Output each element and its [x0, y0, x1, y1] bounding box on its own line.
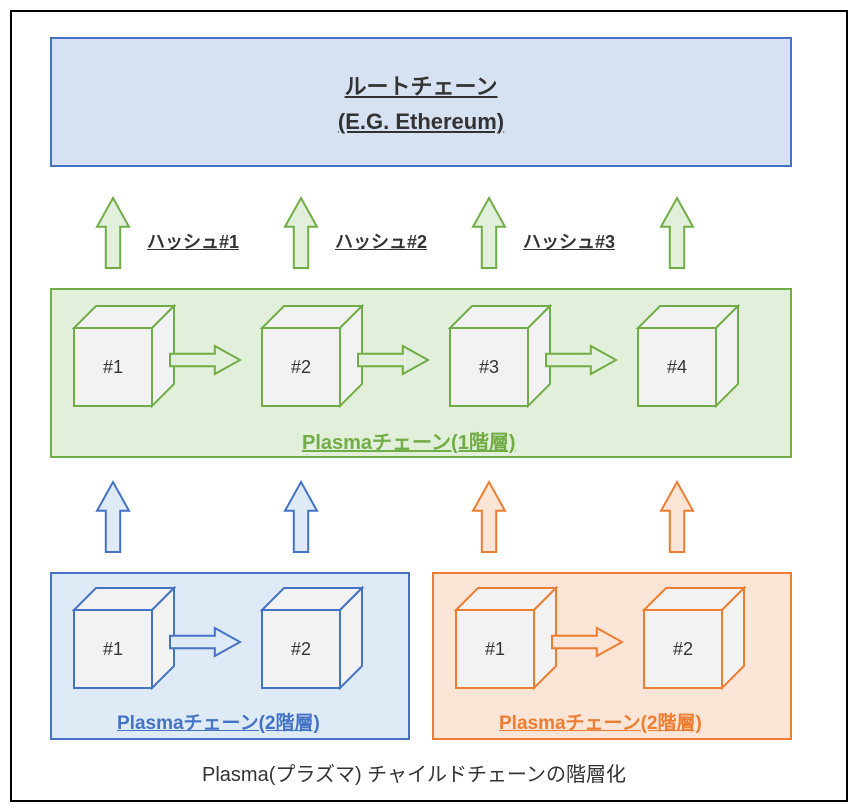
- plasma-layer1-label: Plasmaチェーン(1階層): [302, 426, 516, 455]
- root-chain-subtitle: (E.G. Ethereum): [338, 109, 504, 135]
- up-arrow-blue-2: [285, 482, 317, 552]
- hash-label-3: ハッシュ#3: [523, 228, 615, 254]
- plasma-layer2a-label: Plasmaチェーン(2階層): [117, 708, 320, 735]
- plasma1-block-1: #1: [74, 306, 174, 406]
- plasma1-arrow-2: [358, 346, 428, 374]
- svg-text:#2: #2: [291, 357, 311, 377]
- svg-text:#3: #3: [479, 357, 499, 377]
- root-chain-box: ルートチェーン (E.G. Ethereum): [50, 37, 792, 167]
- plasma-layer2b-label: Plasmaチェーン(2階層): [499, 708, 702, 735]
- plasma1-arrow-3: [546, 346, 616, 374]
- diagram-frame: ルートチェーン (E.G. Ethereum) Plasmaチェーン(1階層) …: [10, 10, 848, 802]
- svg-text:#1: #1: [103, 639, 123, 659]
- plasma2b-block-1: #1: [456, 588, 556, 688]
- plasma1-block-3: #3: [450, 306, 550, 406]
- up-arrow-green-3: [473, 198, 505, 268]
- plasma2b-block-2: #2: [644, 588, 744, 688]
- up-arrow-green-4: [661, 198, 693, 268]
- plasma2a-block-2: #2: [262, 588, 362, 688]
- diagram-caption: Plasma(プラズマ) チャイルドチェーンの階層化: [202, 758, 626, 787]
- svg-text:#1: #1: [103, 357, 123, 377]
- plasma2a-block-1: #1: [74, 588, 174, 688]
- up-arrow-green-1: [97, 198, 129, 268]
- up-arrow-orange-1: [473, 482, 505, 552]
- svg-text:#1: #1: [485, 639, 505, 659]
- svg-text:#2: #2: [673, 639, 693, 659]
- svg-text:#4: #4: [667, 357, 687, 377]
- plasma1-block-4: #4: [638, 306, 738, 406]
- hash-label-1: ハッシュ#1: [147, 228, 239, 254]
- up-arrow-orange-2: [661, 482, 693, 552]
- up-arrow-green-2: [285, 198, 317, 268]
- plasma2b-arrow-1: [552, 628, 622, 656]
- svg-text:#2: #2: [291, 639, 311, 659]
- hash-label-2: ハッシュ#2: [335, 228, 427, 254]
- plasma2a-arrow-1: [170, 628, 240, 656]
- root-chain-title: ルートチェーン: [345, 69, 498, 101]
- up-arrow-blue-1: [97, 482, 129, 552]
- plasma1-block-2: #2: [262, 306, 362, 406]
- plasma1-arrow-1: [170, 346, 240, 374]
